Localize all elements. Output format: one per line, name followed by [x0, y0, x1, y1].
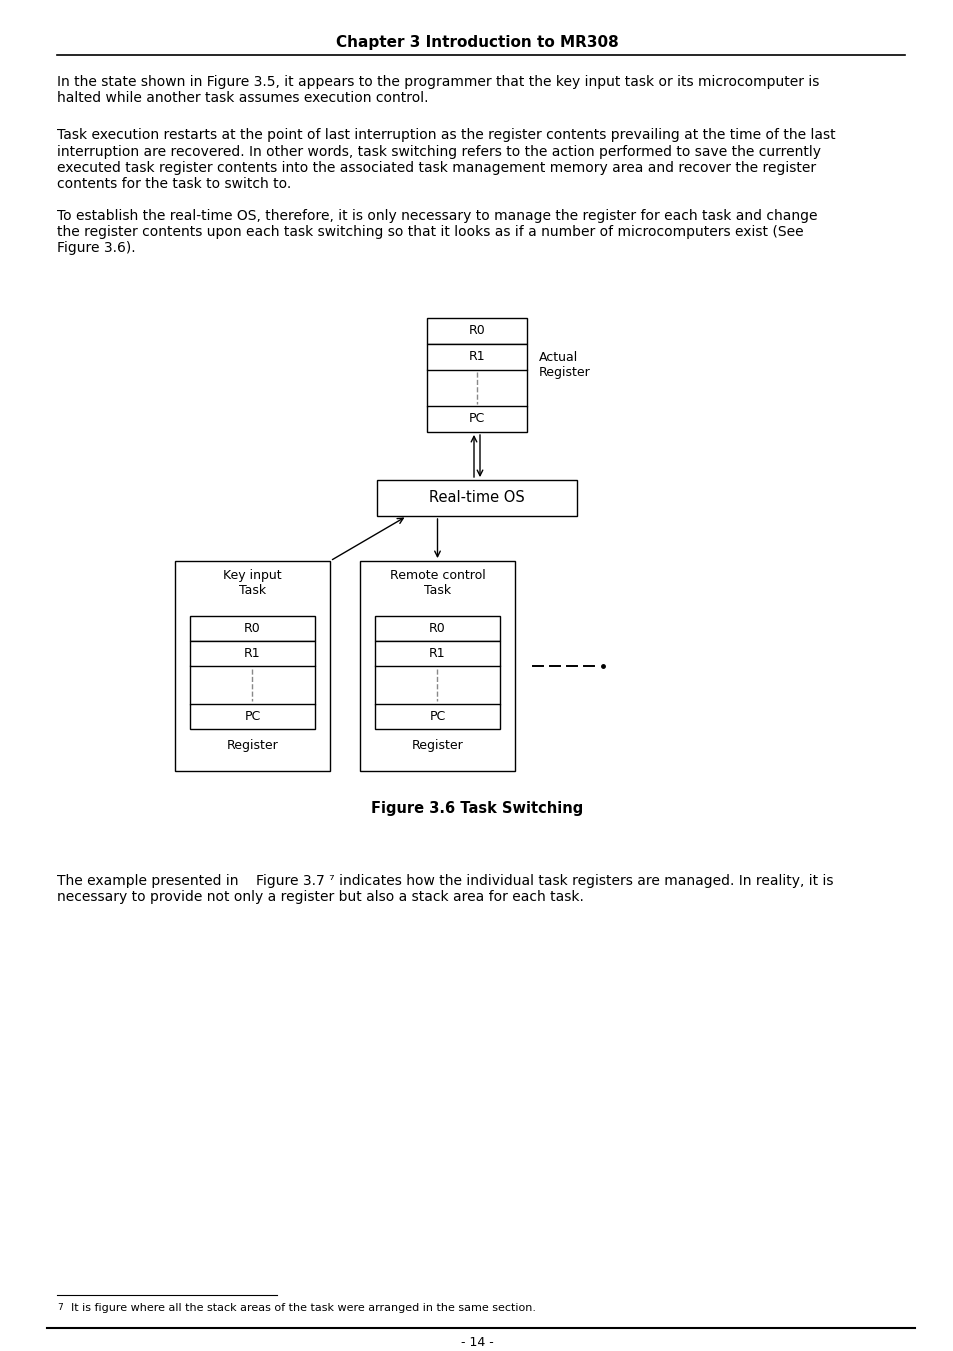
- Bar: [427, 407, 526, 432]
- Bar: [427, 317, 526, 345]
- Bar: [190, 640, 314, 666]
- Text: R0: R0: [429, 621, 445, 635]
- Text: To establish the real-time OS, therefore, it is only necessary to manage the reg: To establish the real-time OS, therefore…: [57, 209, 817, 255]
- Bar: [375, 616, 499, 640]
- Text: R1: R1: [429, 647, 445, 661]
- Text: Remote control
Task: Remote control Task: [389, 569, 485, 597]
- Text: PC: PC: [429, 711, 445, 723]
- Text: The example presented in    Figure 3.7 ⁷ indicates how the individual task regis: The example presented in Figure 3.7 ⁷ in…: [57, 874, 833, 904]
- Bar: [190, 616, 314, 640]
- Text: PC: PC: [468, 412, 485, 426]
- Text: Chapter 3 Introduction to MR308: Chapter 3 Introduction to MR308: [335, 35, 618, 50]
- Text: R0: R0: [244, 621, 260, 635]
- Text: 7: 7: [57, 1302, 63, 1312]
- Text: - 14 -: - 14 -: [460, 1336, 493, 1348]
- Bar: [375, 704, 499, 730]
- Bar: [376, 480, 577, 516]
- Text: Key input
Task: Key input Task: [223, 569, 281, 597]
- Text: Task execution restarts at the point of last interruption as the register conten: Task execution restarts at the point of …: [57, 128, 835, 190]
- Text: PC: PC: [244, 711, 260, 723]
- Text: It is figure where all the stack areas of the task were arranged in the same sec: It is figure where all the stack areas o…: [64, 1302, 536, 1313]
- Bar: [375, 640, 499, 666]
- Bar: [427, 345, 526, 370]
- Text: R1: R1: [468, 350, 485, 363]
- Text: R1: R1: [244, 647, 260, 661]
- Text: R0: R0: [468, 324, 485, 338]
- Text: Register: Register: [227, 739, 278, 751]
- Bar: [190, 704, 314, 730]
- Bar: [359, 561, 515, 771]
- Text: Actual
Register: Actual Register: [538, 351, 590, 380]
- Text: Real-time OS: Real-time OS: [429, 490, 524, 505]
- Bar: [174, 561, 330, 771]
- Text: Figure 3.6 Task Switching: Figure 3.6 Task Switching: [371, 801, 582, 816]
- Text: Register: Register: [411, 739, 463, 751]
- Text: In the state shown in Figure 3.5, it appears to the programmer that the key inpu: In the state shown in Figure 3.5, it app…: [57, 76, 819, 105]
